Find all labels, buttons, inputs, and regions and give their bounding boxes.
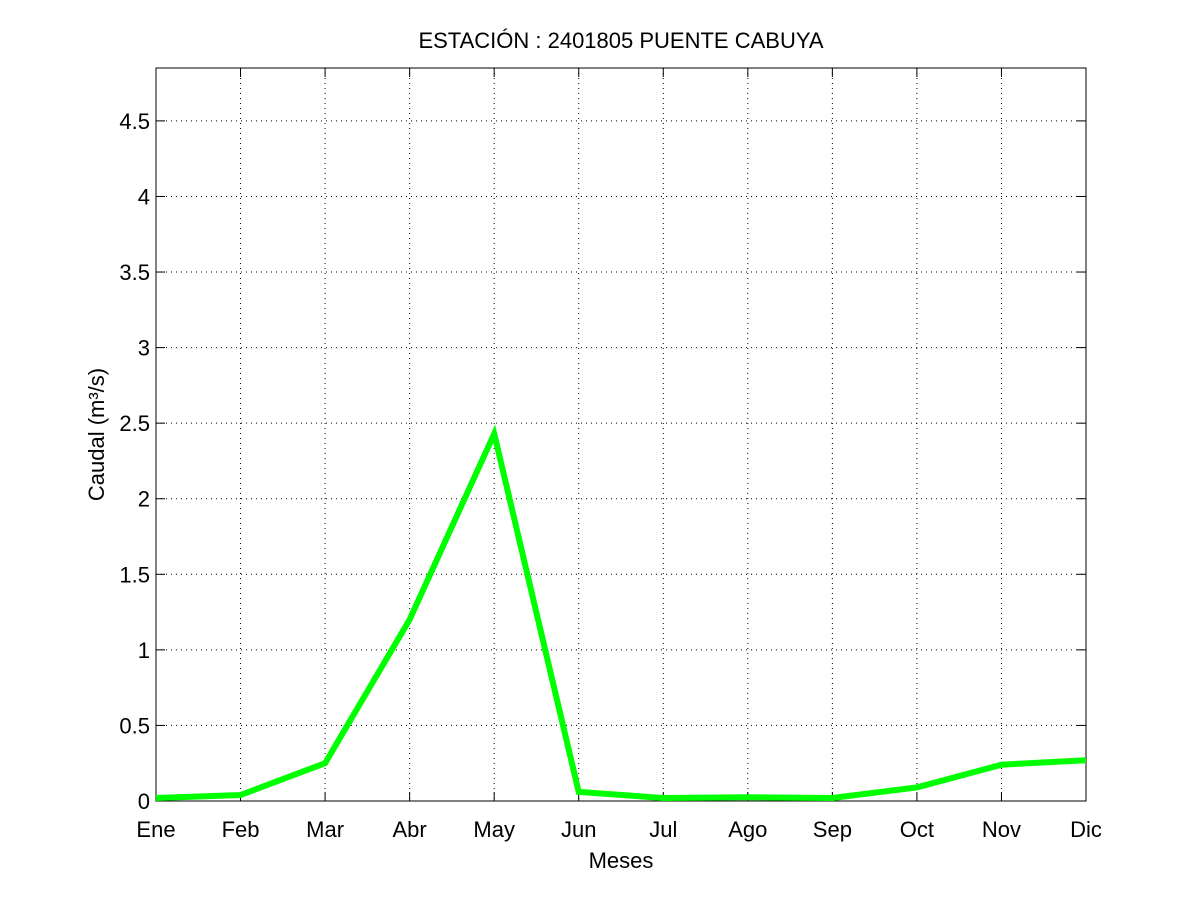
x-tick-label: Abr [393,817,427,842]
x-tick-label: Feb [222,817,260,842]
y-tick-label: 4 [138,184,150,209]
series-line [155,424,1087,802]
plot-area [155,67,1087,802]
x-tick-label: Mar [306,817,344,842]
x-axis-label: Meses [589,848,654,873]
y-tick-label: 3 [138,336,150,361]
chart-title: ESTACIÓN : 2401805 PUENTE CABUYA [418,28,823,53]
plot-frame [155,67,1087,802]
x-tick-label: Sep [813,817,852,842]
y-tick-labels: 0 0.5 1 1.5 2 2.5 3 3.5 4 4.5 [119,109,150,814]
x-tick-label: Ago [728,817,767,842]
series-layer [155,424,1087,802]
x-tick-label: Oct [900,817,934,842]
y-tick-label: 1.5 [119,562,150,587]
x-tick-labels: Ene Feb Mar Abr May Jun Jul Ago Sep Oct Nov Dic [136,817,1101,842]
x-tick-label: Jun [561,817,596,842]
x-tick-label: Nov [982,817,1021,842]
x-tick-label: Jul [649,817,677,842]
y-tick-label: 0 [138,789,150,814]
x-tick-label: May [473,817,515,842]
grid-lines [156,68,1086,801]
x-tick-label: Dic [1070,817,1102,842]
y-tick-label: 2 [138,487,150,512]
y-tick-label: 4.5 [119,109,150,134]
y-tick-label: 3.5 [119,260,150,285]
y-axis-label: Caudal (m³/s) [84,368,109,501]
y-tick-label: 1 [138,638,150,663]
y-tick-label: 2.5 [119,411,150,436]
x-tick-label: Ene [136,817,175,842]
y-tick-label: 0.5 [119,713,150,738]
